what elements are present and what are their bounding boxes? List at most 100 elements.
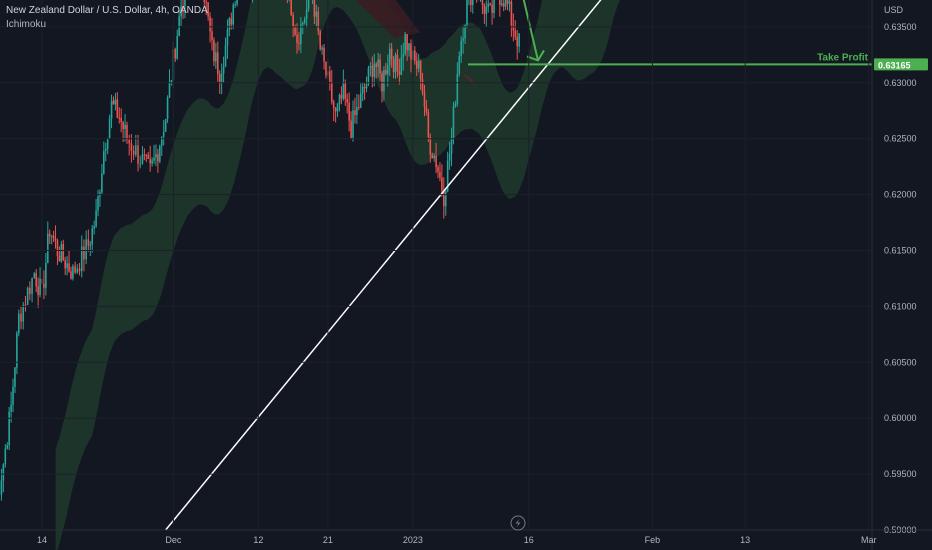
candle-body [421,79,424,93]
candle-body [116,99,119,118]
candle-body [348,102,350,121]
candle-body [404,34,406,55]
candle-body [514,30,517,37]
candle-body [301,22,304,25]
candle-body [91,228,94,245]
target-arrow [522,0,539,61]
candle-body [313,0,316,17]
candle-body [35,273,38,287]
candle-body [410,43,412,60]
candle-body [135,145,137,155]
candle-body [396,54,399,72]
candle-body [143,154,146,156]
candle-body [6,445,9,449]
y-tick-label: 0.62500 [884,134,917,144]
candle-body [226,29,229,46]
candle-body [124,124,126,130]
candle-body [483,4,486,14]
candle-body [296,34,298,43]
candle-body [8,411,10,446]
ichimoku-cloud [55,0,621,550]
candle-body [159,145,161,162]
candle-body [444,191,447,207]
candle-body [130,143,133,151]
candle-body [512,25,515,31]
candle-body [510,1,513,26]
candle-body [303,18,306,23]
y-tick-label: 0.63000 [884,78,917,88]
lightning-icon[interactable] [510,515,526,531]
candle-body [437,167,439,172]
candle-body [441,177,443,191]
y-tick-label: 0.60500 [884,357,917,367]
candle-body [160,136,163,146]
candle-body [66,263,68,269]
candle-body [4,448,7,465]
candle-body [363,87,366,89]
candle-body [24,304,27,306]
candle-body [37,286,39,296]
candle-body [166,97,169,119]
candle-body [2,464,5,481]
symbol-title[interactable]: New Zealand Dollar / U.S. Dollar, 4h, OA… [6,5,208,16]
axis-unit: USD [884,5,904,15]
candle-body [157,154,159,162]
y-tick-label: 0.61500 [884,246,917,256]
candle-body [466,0,468,25]
candle-body [462,38,464,41]
candle-body [112,100,115,105]
candle-body [443,190,445,207]
candle-body [43,283,45,288]
candle-body [216,52,219,75]
candle-body [471,0,474,5]
candle-body [234,4,236,6]
candle-body [336,103,339,112]
candle-body [338,94,341,104]
candle-body [72,266,74,279]
candle-body [439,171,441,178]
candle-body [46,233,49,264]
candle-body [375,63,377,67]
candle-body [406,34,408,51]
candle-body [139,163,142,165]
candle-body [85,239,87,260]
candle-body [58,255,61,262]
candle-body [508,1,511,4]
candle-body [230,18,233,25]
x-tick-label: 12 [253,535,263,545]
candle-body [122,122,124,130]
indicator-label[interactable]: Ichimoku [6,19,47,30]
candle-body [334,108,337,112]
candle-body [89,244,92,246]
candle-body [93,226,95,229]
candle-body [33,273,36,278]
candle-body [319,31,321,50]
candle-body [50,235,53,237]
candle-body [29,287,31,295]
candle-body [87,239,90,246]
x-tick-label: Dec [165,535,182,545]
candle-body [222,66,225,74]
candle-body [346,99,349,103]
candle-body [398,71,401,75]
candle-body [132,150,135,155]
candle-body [329,71,331,82]
candle-body [464,24,466,39]
candle-body [18,313,20,334]
y-tick-label: 0.59500 [884,469,917,479]
candle-body [361,87,364,94]
candle-body [300,24,302,45]
candle-body [321,47,323,50]
candle-body [95,210,97,227]
candle-body [236,0,238,5]
candle-body [358,107,360,109]
candle-body [52,235,55,239]
candle-body [54,238,57,241]
candle-body [427,112,430,138]
candle-body [408,43,410,51]
candle-body [110,100,113,119]
candle-body [298,42,300,45]
